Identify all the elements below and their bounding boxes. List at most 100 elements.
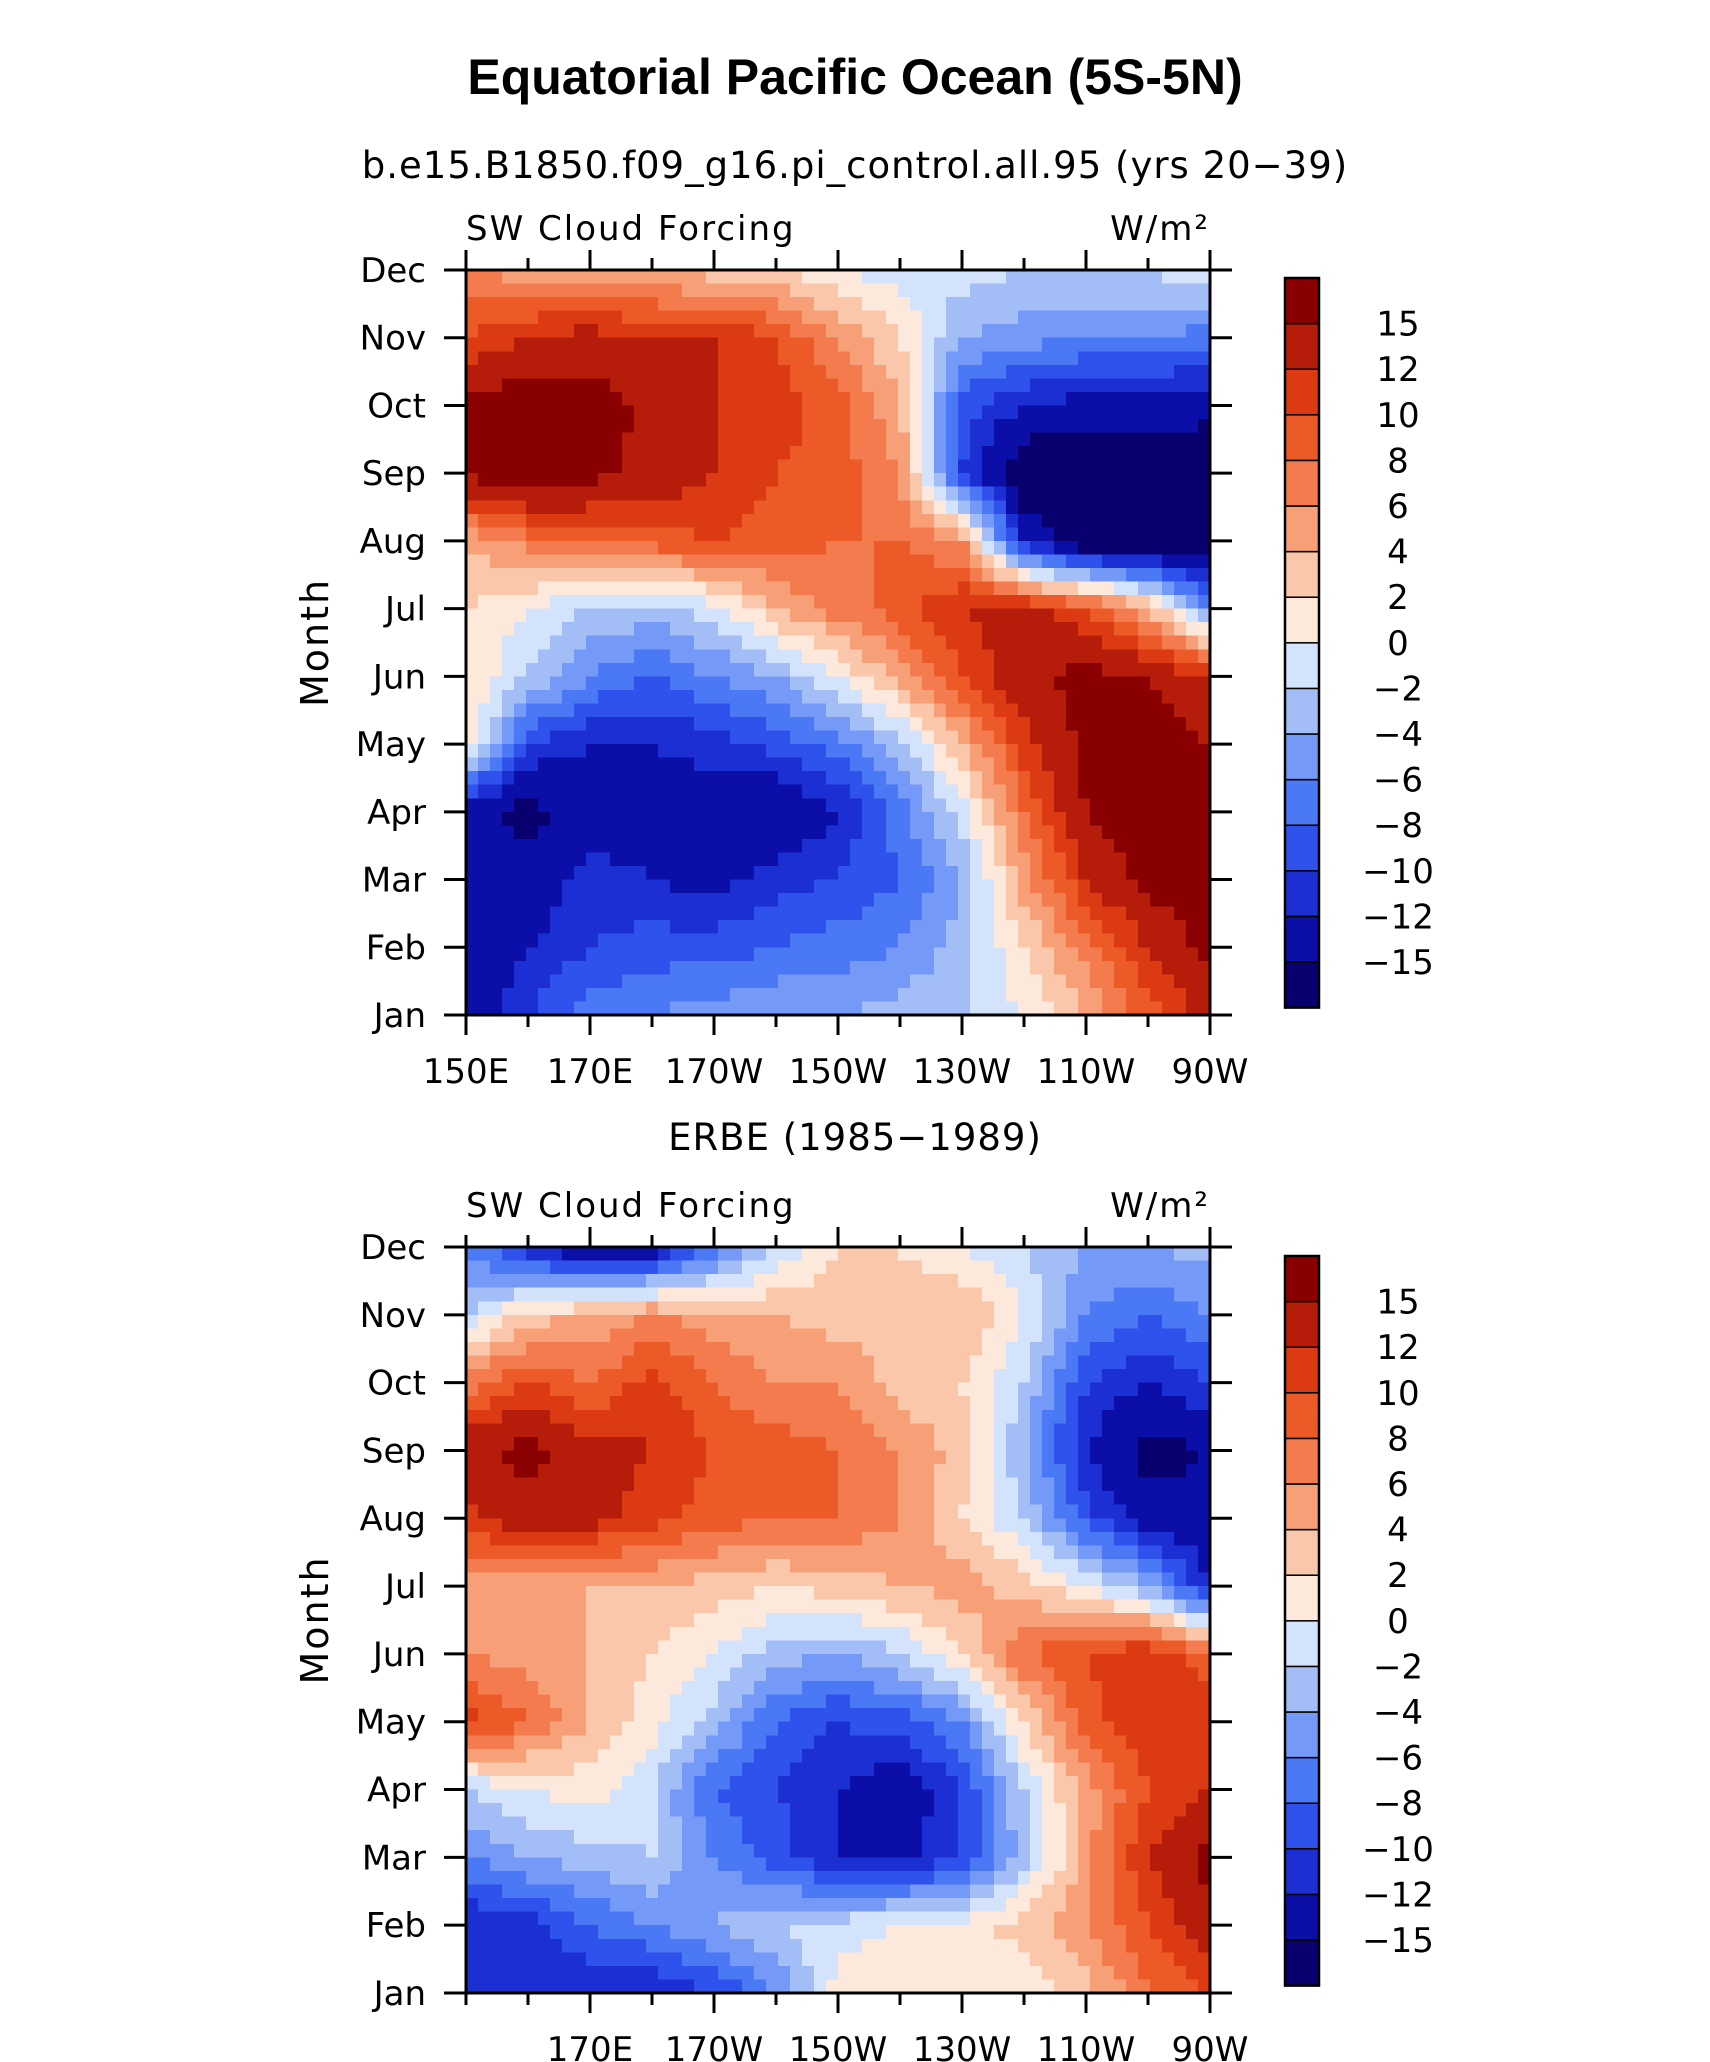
field-cell xyxy=(1078,1328,1091,1343)
field-cell xyxy=(742,391,755,407)
field-cell xyxy=(574,1436,587,1452)
field-cell xyxy=(970,581,983,596)
field-cell xyxy=(490,744,503,759)
field-cell xyxy=(1174,947,1187,962)
field-cell xyxy=(802,825,815,840)
field-cell xyxy=(658,676,671,691)
field-cell xyxy=(874,622,887,637)
field-cell xyxy=(694,1450,707,1465)
field-cell xyxy=(850,1558,863,1574)
field-cell xyxy=(478,432,491,447)
field-cell xyxy=(1174,852,1187,867)
field-cell xyxy=(1174,676,1187,691)
field-cell xyxy=(886,933,899,948)
field-cell xyxy=(670,1396,683,1411)
field-cell xyxy=(586,1464,599,1479)
field-cell xyxy=(1198,513,1211,528)
field-cell xyxy=(1162,1314,1175,1329)
field-cell xyxy=(466,1260,479,1275)
field-cell xyxy=(646,1491,659,1506)
field-cell xyxy=(634,893,647,908)
field-cell xyxy=(1114,554,1127,569)
field-cell xyxy=(790,500,803,515)
colorbar-swatch xyxy=(1284,915,1320,963)
field-cell xyxy=(502,1504,515,1519)
field-cell xyxy=(718,1423,731,1438)
field-cell xyxy=(1198,297,1211,312)
field-cell xyxy=(934,893,947,908)
field-cell xyxy=(742,405,755,420)
field-cell xyxy=(994,446,1007,461)
field-cell xyxy=(1042,1260,1055,1275)
field-cell xyxy=(682,1247,695,1262)
field-cell xyxy=(1066,1001,1079,1016)
field-cell xyxy=(778,744,791,759)
field-cell xyxy=(766,852,779,867)
field-cell xyxy=(1018,1314,1031,1329)
field-cell xyxy=(994,757,1007,772)
field-cell xyxy=(1138,703,1151,718)
field-cell xyxy=(754,595,767,610)
field-cell xyxy=(1114,1001,1127,1016)
field-cell xyxy=(490,1464,503,1479)
field-cell xyxy=(526,825,539,840)
field-cell xyxy=(814,879,827,894)
field-cell xyxy=(1090,1409,1103,1424)
field-cell xyxy=(682,1545,695,1560)
field-cell xyxy=(802,1558,815,1574)
field-cell xyxy=(850,324,863,339)
field-cell xyxy=(550,378,563,393)
field-cell xyxy=(814,825,827,840)
field-cell xyxy=(1198,798,1211,813)
field-cell xyxy=(946,771,959,786)
field-cell xyxy=(574,635,587,650)
field-cell xyxy=(1126,473,1139,488)
field-cell xyxy=(670,717,683,732)
field-cell xyxy=(622,1001,635,1016)
y-tick-label: Aug xyxy=(360,522,426,562)
field-cell xyxy=(646,500,659,515)
field-cell xyxy=(1030,405,1043,420)
field-cell xyxy=(646,879,659,894)
field-cell xyxy=(538,974,551,989)
field-cell xyxy=(874,689,887,705)
field-cell xyxy=(970,1369,983,1384)
field-cell xyxy=(838,378,851,393)
field-cell xyxy=(670,1382,683,1397)
field-cell xyxy=(610,310,623,325)
field-cell xyxy=(982,1260,995,1275)
field-cell xyxy=(730,1382,743,1397)
field-cell xyxy=(550,432,563,447)
field-cell xyxy=(562,527,575,542)
field-cell xyxy=(886,1341,899,1357)
field-cell xyxy=(874,310,887,325)
field-cell xyxy=(526,920,539,935)
field-cell xyxy=(718,622,731,637)
field-cell xyxy=(1018,635,1031,650)
field-cell xyxy=(970,1491,983,1506)
field-cell xyxy=(1174,432,1187,447)
field-cell xyxy=(742,1409,755,1424)
field-cell xyxy=(1102,568,1115,583)
field-cell xyxy=(1198,432,1211,447)
field-cell xyxy=(1066,1287,1079,1302)
field-cell xyxy=(1138,1450,1151,1465)
field-cell xyxy=(1186,933,1199,948)
field-cell xyxy=(526,513,539,528)
field-cell xyxy=(958,676,971,691)
field-cell xyxy=(850,581,863,596)
field-cell xyxy=(778,1369,791,1384)
field-cell xyxy=(634,744,647,759)
field-cell xyxy=(718,1545,731,1560)
field-cell xyxy=(742,283,755,298)
field-cell xyxy=(946,933,959,948)
field-cell xyxy=(1030,324,1043,339)
field-cell xyxy=(478,513,491,528)
field-cell xyxy=(1198,554,1211,569)
field-cell xyxy=(1066,1491,1079,1506)
field-cell xyxy=(694,473,707,488)
field-cell xyxy=(910,270,923,285)
field-cell xyxy=(874,608,887,623)
field-cell xyxy=(574,500,587,515)
field-cell xyxy=(862,581,875,596)
